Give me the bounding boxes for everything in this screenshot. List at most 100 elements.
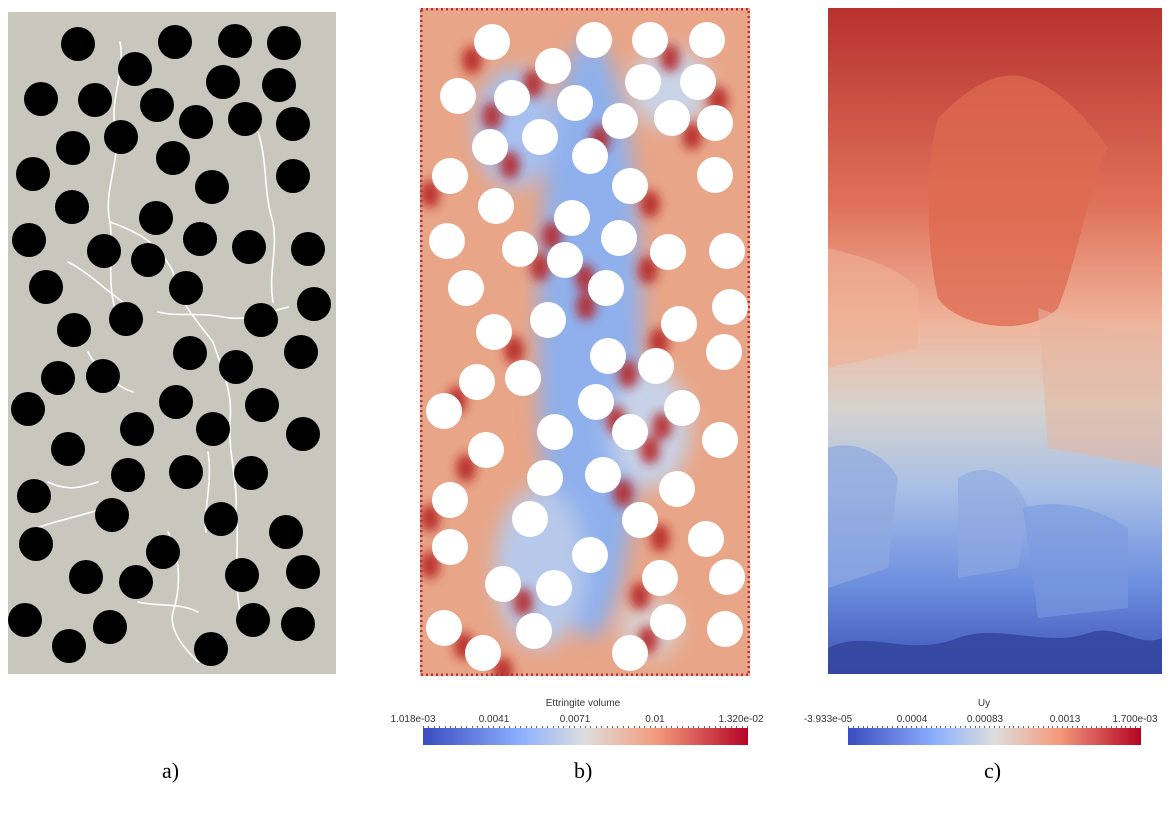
colorbar-title: Ettringite volume <box>545 698 621 709</box>
hot-spot <box>482 102 502 130</box>
inclusion <box>478 188 514 224</box>
inclusion <box>131 243 165 277</box>
inclusions-a <box>8 24 331 666</box>
inclusion <box>426 610 462 646</box>
hot-spot <box>640 436 660 464</box>
colorbar-title: Uy <box>977 698 991 709</box>
inclusion <box>712 289 748 325</box>
inclusion <box>69 560 103 594</box>
inclusion <box>572 138 608 174</box>
inclusion <box>468 432 504 468</box>
inclusion <box>512 501 548 537</box>
inclusion <box>697 105 733 141</box>
hot-spot <box>576 292 596 320</box>
inclusion <box>572 537 608 573</box>
inclusion <box>706 334 742 370</box>
lower-left-block <box>828 445 898 588</box>
inclusion <box>225 558 259 592</box>
inclusion <box>632 22 668 58</box>
inclusion <box>625 64 661 100</box>
panel-b-ettringite-field <box>420 8 750 676</box>
inclusion <box>12 223 46 257</box>
tick-label: 0.00083 <box>966 714 1004 725</box>
inclusion <box>236 603 270 637</box>
inclusion <box>11 392 45 426</box>
hot-spot <box>462 46 482 74</box>
crack <box>137 601 199 613</box>
panel-c-displacement-field <box>828 8 1162 674</box>
hot-spot <box>513 588 533 616</box>
hot-spot <box>456 454 476 482</box>
hot-spot <box>420 504 440 532</box>
inclusion <box>661 306 697 342</box>
right-block <box>1038 308 1162 468</box>
inclusion <box>195 170 229 204</box>
tick-label: 0.01 <box>645 714 665 725</box>
hot-spot <box>500 151 520 179</box>
inclusions-b <box>426 22 748 671</box>
inclusion <box>194 632 228 666</box>
tick-label: 1.018e-03 <box>390 714 436 725</box>
panel-a-crack-pattern <box>8 12 336 674</box>
inclusion <box>465 635 501 671</box>
hot-spot <box>420 551 440 579</box>
inclusion <box>578 384 614 420</box>
inclusion <box>429 223 465 259</box>
inclusion <box>707 611 743 647</box>
lower-mid-block <box>958 469 1028 578</box>
inclusion <box>111 458 145 492</box>
inclusion <box>547 242 583 278</box>
caption-b: b) <box>574 758 593 783</box>
inclusion <box>432 158 468 194</box>
inclusion <box>234 456 268 490</box>
crack <box>47 481 99 489</box>
upper-block <box>928 75 1108 327</box>
inclusion <box>204 502 238 536</box>
inclusion <box>505 360 541 396</box>
inclusion <box>173 336 207 370</box>
inclusion <box>169 271 203 305</box>
inclusion <box>8 603 42 637</box>
inclusion <box>119 565 153 599</box>
tick-label: 0.0041 <box>478 714 510 725</box>
inclusion <box>664 390 700 426</box>
field-high-zones <box>420 44 728 676</box>
displacement-field-plot <box>828 8 1162 674</box>
inclusion <box>118 52 152 86</box>
inclusion <box>179 105 213 139</box>
inclusion <box>262 68 296 102</box>
colorbar-ettringite: Ettringite volume 1.018e-03 0.0041 0.007… <box>383 698 783 748</box>
inclusion <box>206 65 240 99</box>
inclusion <box>291 232 325 266</box>
inclusion <box>228 102 262 136</box>
tick-label: 1.700e-03 <box>1112 714 1158 725</box>
crack <box>107 41 122 313</box>
inclusion <box>232 230 266 264</box>
inclusion <box>426 393 462 429</box>
colorbar-tick-labels: 1.018e-03 0.0041 0.0071 0.01 1.320e-02 <box>383 714 783 726</box>
inclusion <box>16 157 50 191</box>
inclusion <box>516 613 552 649</box>
inclusion <box>104 120 138 154</box>
inclusion <box>146 535 180 569</box>
inclusion <box>55 190 89 224</box>
crack <box>67 261 124 303</box>
inclusion <box>659 471 695 507</box>
inclusion <box>680 64 716 100</box>
inclusion <box>286 555 320 589</box>
tick-label: 1.320e-02 <box>718 714 764 725</box>
inclusion <box>286 417 320 451</box>
inclusion <box>536 570 572 606</box>
inclusion <box>601 220 637 256</box>
inclusion <box>86 359 120 393</box>
inclusion <box>284 335 318 369</box>
colorbar-gradient <box>848 728 1141 745</box>
hot-spot <box>652 412 672 440</box>
inclusion <box>522 119 558 155</box>
lower-right-block <box>1023 504 1128 618</box>
inclusion <box>588 270 624 306</box>
inclusion <box>472 129 508 165</box>
hot-spot <box>630 582 650 610</box>
inclusion <box>56 131 90 165</box>
inclusion <box>612 635 648 671</box>
